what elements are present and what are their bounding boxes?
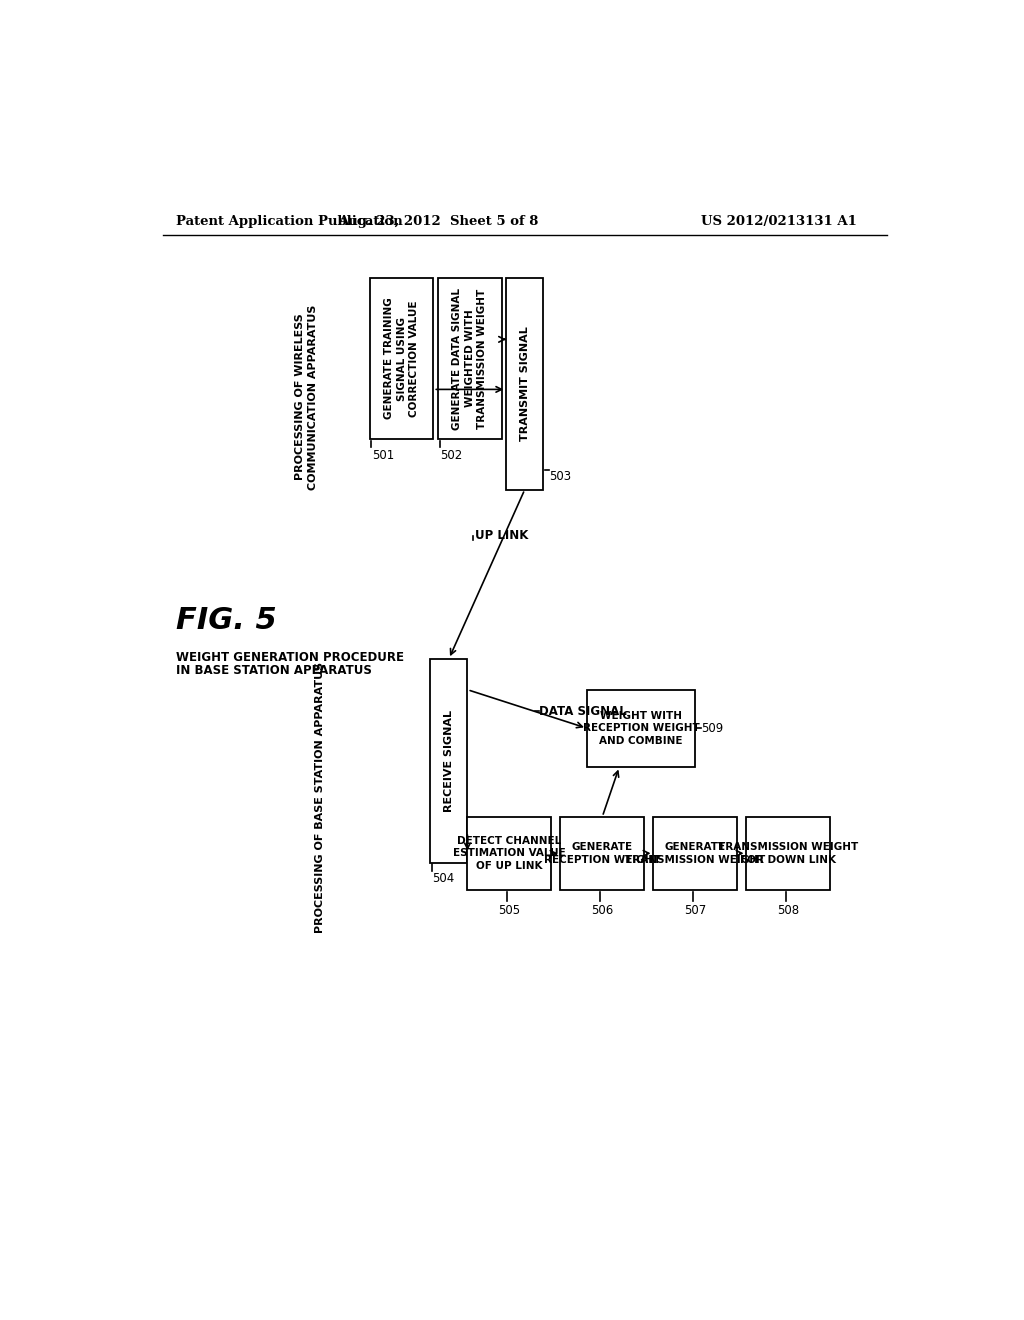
Text: US 2012/0213131 A1: US 2012/0213131 A1 [701, 215, 857, 228]
Text: 509: 509 [701, 722, 724, 735]
Text: 508: 508 [777, 904, 800, 917]
Text: GENERATE TRAINING
SIGNAL USING
CORRECTION VALUE: GENERATE TRAINING SIGNAL USING CORRECTIO… [384, 298, 419, 420]
Text: PROCESSING OF WIRELESS
COMMUNICATION APPARATUS: PROCESSING OF WIRELESS COMMUNICATION APP… [295, 305, 317, 490]
Text: TRANSMISSION WEIGHT
FOR DOWN LINK: TRANSMISSION WEIGHT FOR DOWN LINK [718, 842, 858, 865]
Text: GENERATE
RECEPTION WEIGHT: GENERATE RECEPTION WEIGHT [544, 842, 660, 865]
Text: DETECT CHANNEL
ESTIMATION VALUE
OF UP LINK: DETECT CHANNEL ESTIMATION VALUE OF UP LI… [453, 836, 565, 871]
Text: 501: 501 [372, 449, 394, 462]
Text: 502: 502 [440, 449, 463, 462]
Bar [438, 277, 502, 440]
Text: Aug. 23, 2012  Sheet 5 of 8: Aug. 23, 2012 Sheet 5 of 8 [338, 215, 539, 228]
Text: TRANSMIT SIGNAL: TRANSMIT SIGNAL [520, 326, 529, 441]
Text: 506: 506 [591, 904, 613, 917]
Bar [370, 277, 433, 440]
Bar [560, 817, 644, 890]
Text: 505: 505 [499, 904, 520, 917]
Text: PROCESSING OF BASE STATION APPARATUS: PROCESSING OF BASE STATION APPARATUS [315, 661, 326, 933]
Text: GENERATE
TRANSMISSION WEIGHT: GENERATE TRANSMISSION WEIGHT [626, 842, 765, 865]
Text: Patent Application Publication: Patent Application Publication [176, 215, 402, 228]
Bar [430, 659, 467, 863]
Bar [587, 689, 695, 767]
Bar [653, 817, 737, 890]
Bar [746, 817, 830, 890]
Text: WEIGHT WITH
RECEPTION WEIGHT
AND COMBINE: WEIGHT WITH RECEPTION WEIGHT AND COMBINE [583, 710, 699, 746]
Text: GENERATE DATA SIGNAL
WEIGHTED WITH
TRANSMISSION WEIGHT: GENERATE DATA SIGNAL WEIGHTED WITH TRANS… [453, 288, 487, 429]
Text: IN BASE STATION APPARATUS: IN BASE STATION APPARATUS [176, 664, 372, 677]
Text: 504: 504 [432, 873, 455, 886]
Bar [506, 277, 544, 490]
Bar [467, 817, 551, 890]
Text: RECEIVE SIGNAL: RECEIVE SIGNAL [443, 710, 454, 812]
Text: DATA SIGNAL: DATA SIGNAL [539, 705, 627, 718]
Text: FIG. 5: FIG. 5 [176, 606, 276, 635]
Text: UP LINK: UP LINK [475, 529, 528, 543]
Text: 507: 507 [684, 904, 707, 917]
Text: WEIGHT GENERATION PROCEDURE: WEIGHT GENERATION PROCEDURE [176, 651, 404, 664]
Text: 503: 503 [550, 470, 571, 483]
